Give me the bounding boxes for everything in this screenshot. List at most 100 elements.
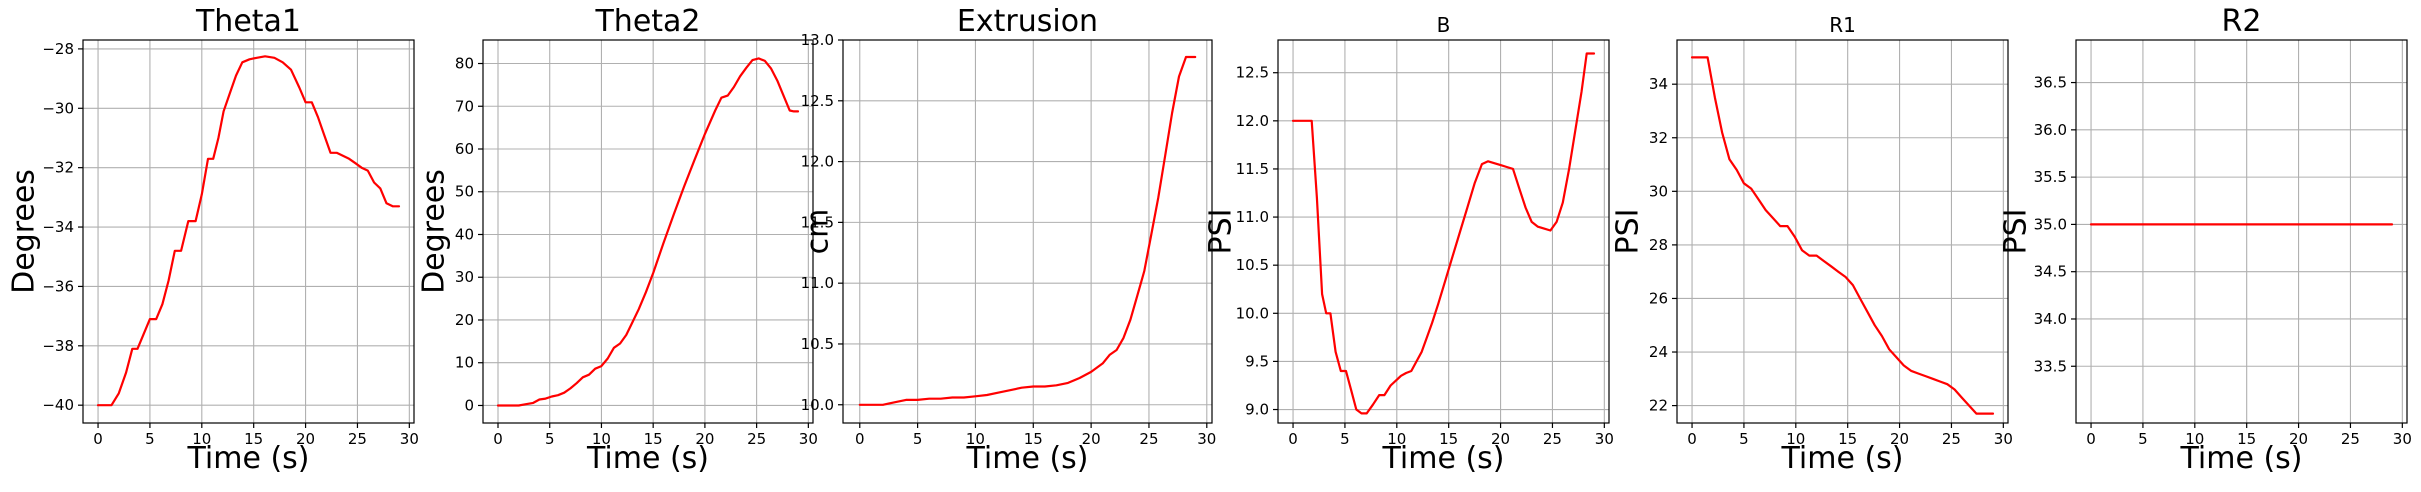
plot-frame	[482, 39, 814, 424]
y-tick-label: 20	[455, 311, 474, 329]
x-tick-label: 5	[145, 430, 155, 448]
x-axis-label: Time (s)	[586, 441, 709, 476]
x-tick-label: 25	[348, 430, 367, 448]
series-line-b	[1291, 52, 1596, 415]
y-tick-label: −28	[42, 40, 74, 58]
chart-title: B	[1437, 13, 1451, 37]
x-tick-label: 15	[1024, 430, 1043, 448]
y-axis-label: PSI	[1611, 209, 1646, 255]
x-tick-label: 5	[1739, 430, 1749, 448]
y-tick-label: 12.5	[1236, 64, 1269, 82]
y-tick-label: 60	[455, 140, 474, 158]
x-tick-label: 0	[1687, 430, 1697, 448]
y-tick-label: 11.5	[1236, 160, 1269, 178]
y-tick-label: 12.0	[801, 153, 834, 171]
y-tick-label: 33.5	[2034, 357, 2067, 375]
x-tick-label: 15	[2237, 430, 2256, 448]
x-tick-label: 15	[1439, 430, 1458, 448]
y-tick-label: 10.0	[1236, 304, 1269, 322]
x-tick-label: 25	[1139, 430, 1158, 448]
x-tick-label: 10	[192, 430, 211, 448]
x-tick-label: 15	[244, 430, 263, 448]
subplot-theta1: 0 5 10 15 20 25 30 −40 −38 −36 −34 −32 −30 −28 Theta1 T…	[7, 4, 419, 476]
y-tick-label: 35.0	[2034, 215, 2067, 233]
x-tick-label: 20	[296, 430, 315, 448]
x-tick-label: 20	[1890, 430, 1909, 448]
x-tick-label: 30	[799, 430, 818, 448]
x-tick-label: 25	[747, 430, 766, 448]
x-tick-label: 20	[2289, 430, 2308, 448]
y-tick-label: 30	[455, 268, 474, 286]
plot-frame	[82, 39, 415, 424]
series-line-theta2	[496, 57, 800, 407]
x-tick-label: 15	[1838, 430, 1857, 448]
y-tick-label: −36	[42, 277, 74, 295]
x-tick-label: 30	[1994, 430, 2013, 448]
x-tick-label: 10	[2185, 430, 2204, 448]
x-tick-label: 5	[913, 430, 923, 448]
x-axis-label: Time (s)	[187, 441, 310, 476]
y-tick-label: −38	[42, 337, 74, 355]
y-axis-label: Degrees	[7, 169, 42, 294]
plot-frame	[1277, 39, 1610, 424]
plot-frame	[1676, 39, 2009, 424]
x-axis-label: Time (s)	[2180, 441, 2303, 476]
chart-title: Extrusion	[957, 4, 1098, 39]
x-tick-label: 10	[1786, 430, 1805, 448]
y-tick-label: 10.5	[801, 335, 834, 353]
y-tick-label: 11.5	[801, 213, 834, 231]
x-tick-label: 25	[1942, 430, 1961, 448]
chart-title: Theta1	[195, 4, 301, 39]
x-tick-label: 30	[1197, 430, 1216, 448]
x-tick-label: 0	[93, 430, 103, 448]
y-tick-label: 50	[455, 183, 474, 201]
plot-frame	[842, 39, 1213, 424]
y-tick-label: 9.5	[1245, 352, 1269, 370]
y-tick-label: 35.5	[2034, 168, 2067, 186]
y-tick-label: 34.5	[2034, 263, 2067, 281]
y-tick-label: 11.0	[801, 274, 834, 292]
y-tick-label: −30	[42, 99, 74, 117]
chart-title: Theta2	[594, 4, 700, 39]
y-tick-label: 10.5	[1236, 256, 1269, 274]
x-tick-label: 15	[644, 430, 663, 448]
chart-title: R2	[2222, 4, 2262, 39]
y-tick-label: 36.5	[2034, 74, 2067, 92]
y-tick-label: 24	[1649, 343, 1668, 361]
x-tick-label: 30	[400, 430, 419, 448]
y-tick-label: 34.0	[2034, 310, 2067, 328]
subplot-theta2: 0 5 10 15 20 25 30 0 10 20 30 40 50 60 70 80 Theta2 Time …	[417, 4, 818, 476]
x-tick-label: 5	[2138, 430, 2148, 448]
x-tick-label: 30	[2393, 430, 2412, 448]
x-tick-label: 30	[1595, 430, 1614, 448]
y-tick-label: 34	[1649, 75, 1668, 93]
series-line-extrusion	[858, 55, 1197, 406]
x-tick-label: 0	[1288, 430, 1298, 448]
x-tick-label: 0	[2086, 430, 2096, 448]
y-tick-label: 10	[455, 354, 474, 372]
x-tick-label: 10	[592, 430, 611, 448]
x-axis-label: Time (s)	[966, 441, 1089, 476]
y-tick-label: 22	[1649, 397, 1668, 415]
x-tick-label: 0	[493, 430, 503, 448]
x-tick-label: 10	[966, 430, 985, 448]
x-tick-label: 25	[2341, 430, 2360, 448]
plot-frame	[2075, 39, 2408, 424]
x-tick-label: 10	[1387, 430, 1406, 448]
x-tick-label: 25	[1543, 430, 1562, 448]
x-tick-label: 20	[1491, 430, 1510, 448]
y-axis-label: PSI	[1204, 209, 1239, 255]
subplot-r1: 0 5 10 15 20 25 30 22 24 26 28 30 32 34 R1 Time (s) PSI	[1611, 13, 2013, 476]
series-line-r1	[1690, 56, 1995, 415]
x-tick-label: 20	[695, 430, 714, 448]
chart-title: R1	[1829, 13, 1856, 37]
y-tick-label: 26	[1649, 289, 1668, 307]
y-tick-label: 11.0	[1236, 208, 1269, 226]
y-tick-label: 70	[455, 97, 474, 115]
y-tick-label: 10.0	[801, 396, 834, 414]
y-tick-label: −40	[42, 396, 74, 414]
y-tick-label: 28	[1649, 236, 1668, 254]
y-tick-label: 12.5	[801, 92, 834, 110]
y-tick-label: 80	[455, 55, 474, 73]
